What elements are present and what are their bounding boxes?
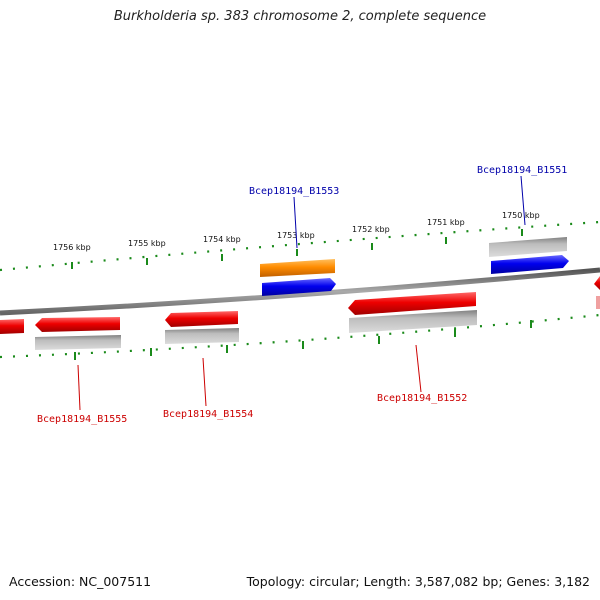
gene-arrow-b1552-red[interactable] (348, 292, 476, 315)
gene-label-b1552[interactable]: Bcep18194_B1552 (377, 393, 467, 404)
inner-major-ticks (74, 320, 532, 360)
gene-arrow-b1554-red[interactable] (165, 311, 238, 327)
tick-label-1756: 1756 kbp (53, 243, 91, 252)
leader-line-b1552 (415, 344, 422, 393)
tick-label-1755: 1755 kbp (128, 239, 166, 248)
tick-label-1754: 1754 kbp (203, 235, 241, 244)
leader-line-b1554 (202, 357, 207, 407)
gene-label-b1554[interactable]: Bcep18194_B1554 (163, 409, 253, 420)
leader-line-b1555 (77, 364, 81, 411)
cds-bar-b1554-gray[interactable] (165, 328, 239, 344)
cds-bar-right-edge-pink[interactable] (596, 296, 600, 309)
cds-bar-b1555-gray[interactable] (35, 335, 121, 350)
inner-tick-track (0, 313, 600, 359)
leader-line-b1553 (293, 196, 298, 249)
tick-label-1752: 1752 kbp (352, 225, 390, 234)
gene-arrow-right-edge-red[interactable] (594, 276, 600, 290)
topology-summary-text: Topology: circular; Length: 3,587,082 bp… (246, 574, 590, 589)
gene-label-b1551[interactable]: Bcep18194_B1551 (477, 165, 567, 176)
gene-arrow-b1555-red[interactable] (35, 317, 120, 332)
leader-line-b1551 (520, 175, 526, 226)
gene-label-b1555[interactable]: Bcep18194_B1555 (37, 414, 127, 425)
gene-arrow-b1551-blue[interactable] (491, 255, 569, 274)
gene-arrow-b1553-cds-orange[interactable] (260, 259, 335, 277)
tick-label-1751: 1751 kbp (427, 218, 465, 227)
chromosome-backbone (0, 267, 600, 316)
accession-text: Accession: NC_007511 (9, 574, 152, 589)
gene-arrow-left-edge-red[interactable] (0, 319, 24, 334)
tick-label-1750: 1750 kbp (502, 211, 540, 220)
cds-bar-b1551-gray[interactable] (489, 237, 567, 257)
map-title: Burkholderia sp. 383 chromosome 2, compl… (113, 9, 487, 24)
cds-bar-b1552-gray[interactable] (349, 310, 477, 333)
gene-label-b1553[interactable]: Bcep18194_B1553 (249, 186, 339, 197)
outer-major-ticks (71, 229, 523, 269)
gene-arrow-b1553-blue[interactable] (262, 278, 336, 296)
